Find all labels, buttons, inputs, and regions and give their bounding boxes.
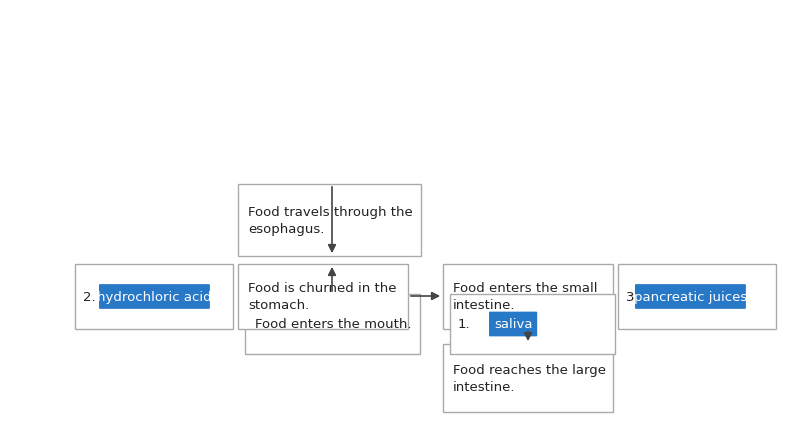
Text: Food reaches the large
intestine.: Food reaches the large intestine. [453, 363, 606, 393]
FancyBboxPatch shape [443, 344, 613, 412]
FancyBboxPatch shape [489, 312, 538, 337]
Text: Food enters the small
intestine.: Food enters the small intestine. [453, 282, 598, 312]
Text: 1.: 1. [458, 318, 470, 331]
FancyBboxPatch shape [245, 294, 420, 354]
Text: Food travels through the
esophagus.: Food travels through the esophagus. [248, 206, 413, 236]
FancyBboxPatch shape [443, 264, 613, 329]
Text: Food is churned in the
stomach.: Food is churned in the stomach. [248, 282, 397, 312]
FancyBboxPatch shape [238, 184, 421, 256]
Text: pancreatic juices: pancreatic juices [634, 290, 747, 303]
Text: 2.: 2. [83, 290, 96, 303]
FancyBboxPatch shape [635, 284, 746, 309]
Text: hydrochloric acid: hydrochloric acid [97, 290, 212, 303]
FancyBboxPatch shape [75, 264, 233, 329]
FancyBboxPatch shape [99, 284, 210, 309]
Text: saliva: saliva [494, 318, 532, 331]
FancyBboxPatch shape [238, 264, 408, 329]
FancyBboxPatch shape [450, 294, 615, 354]
FancyBboxPatch shape [618, 264, 776, 329]
Text: Food enters the mouth.: Food enters the mouth. [255, 318, 411, 331]
Text: 3: 3 [626, 290, 634, 303]
